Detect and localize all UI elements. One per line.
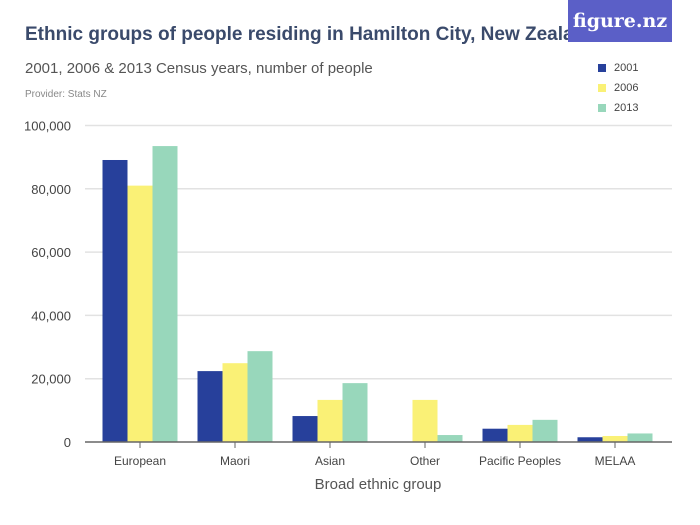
legend-item: 2001 (598, 58, 638, 78)
provider-label: Provider: Stats NZ (25, 89, 107, 100)
legend-item: 2006 (598, 78, 638, 98)
y-tick-label: 20,000 (31, 372, 71, 387)
legend-swatch (598, 104, 606, 112)
x-tick-label: Asian (315, 454, 345, 468)
bar-2013 (152, 146, 178, 442)
legend-label: 2001 (614, 62, 639, 74)
y-tick-label: 0 (64, 435, 71, 450)
legend: 2001 2006 2013 (598, 58, 638, 118)
chart-subtitle: 2001, 2006 & 2013 Census years, number o… (25, 60, 373, 77)
bar-2006 (222, 363, 248, 442)
bar-2013 (437, 435, 463, 442)
x-axis-label: Broad ethnic group (315, 476, 442, 493)
x-tick-label: Other (410, 454, 440, 468)
y-tick-label: 40,000 (31, 308, 71, 323)
legend-label: 2013 (614, 102, 639, 114)
bar-2001 (482, 428, 508, 442)
x-tick-label: European (114, 454, 166, 468)
x-tick-label: MELAA (595, 454, 636, 468)
y-tick-label: 80,000 (31, 182, 71, 197)
bar-2013 (532, 419, 558, 442)
legend-swatch (598, 64, 606, 72)
bar-2006 (602, 435, 628, 442)
y-tick-label: 100,000 (24, 119, 71, 134)
bar-2001 (102, 159, 128, 442)
y-tick-label: 60,000 (31, 245, 71, 260)
bar-2001 (577, 437, 603, 442)
figure-nz-logo[interactable]: figure.nz (568, 0, 672, 42)
legend-item: 2013 (598, 98, 638, 118)
bar-2013 (247, 351, 273, 442)
bar-2006 (507, 424, 533, 442)
bar-2013 (342, 383, 368, 442)
x-tick-label: Pacific Peoples (479, 454, 561, 468)
bar-2013 (627, 433, 653, 442)
bar-2001 (292, 416, 318, 442)
bar-2006 (317, 399, 343, 442)
bar-2001 (197, 371, 223, 442)
x-tick-label: Maori (220, 454, 250, 468)
bar-2006 (412, 399, 438, 442)
legend-label: 2006 (614, 82, 639, 94)
bar-2006 (127, 185, 153, 442)
legend-swatch (598, 84, 606, 92)
chart-title: Ethnic groups of people residing in Hami… (25, 24, 597, 45)
